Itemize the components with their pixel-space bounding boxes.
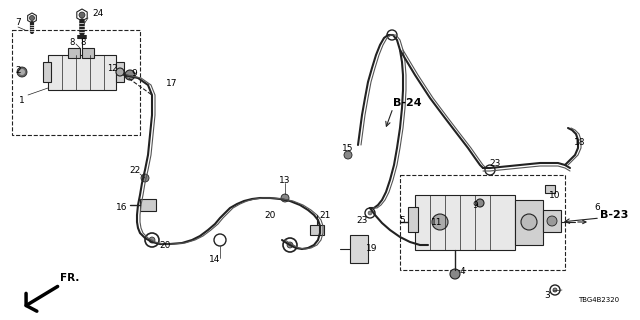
Bar — [543, 210, 561, 232]
Text: 12: 12 — [107, 63, 117, 73]
Text: 1: 1 — [19, 95, 25, 105]
Circle shape — [344, 151, 352, 159]
Text: 9: 9 — [131, 68, 137, 77]
Text: 23: 23 — [356, 215, 368, 225]
Circle shape — [547, 216, 557, 226]
Bar — [43, 62, 51, 82]
Bar — [545, 185, 555, 193]
Text: TBG4B2320: TBG4B2320 — [578, 297, 619, 303]
Text: B-23: B-23 — [600, 210, 628, 220]
Text: 8: 8 — [69, 37, 75, 46]
Bar — [415, 195, 515, 250]
Text: 20: 20 — [264, 211, 276, 220]
Text: 10: 10 — [549, 190, 561, 199]
Text: B-24: B-24 — [393, 98, 422, 108]
Circle shape — [125, 70, 135, 80]
Circle shape — [287, 242, 293, 248]
Bar — [68, 48, 80, 58]
Circle shape — [281, 194, 289, 202]
Circle shape — [368, 211, 372, 215]
Text: 6: 6 — [594, 203, 600, 212]
Text: 23: 23 — [490, 158, 500, 167]
Text: FR.: FR. — [60, 273, 79, 283]
Text: 15: 15 — [342, 143, 354, 153]
Text: 11: 11 — [431, 218, 443, 227]
Circle shape — [17, 67, 27, 77]
Bar — [12, 30, 140, 135]
Text: 4: 4 — [459, 268, 465, 276]
Circle shape — [432, 214, 448, 230]
Bar — [350, 235, 368, 263]
Circle shape — [19, 69, 25, 75]
Circle shape — [450, 269, 460, 279]
Text: 24: 24 — [92, 9, 104, 18]
Text: 21: 21 — [319, 211, 331, 220]
Text: 20: 20 — [159, 241, 171, 250]
Circle shape — [29, 15, 35, 20]
Text: 8: 8 — [80, 37, 86, 46]
Text: 17: 17 — [166, 78, 178, 87]
Bar — [116, 62, 124, 82]
Circle shape — [79, 12, 85, 18]
Text: 18: 18 — [574, 138, 586, 147]
Circle shape — [116, 68, 124, 76]
Circle shape — [149, 237, 155, 243]
Circle shape — [476, 199, 484, 207]
Text: 5: 5 — [399, 215, 405, 225]
Text: 19: 19 — [366, 244, 378, 252]
Text: 7: 7 — [15, 18, 21, 27]
Text: 22: 22 — [129, 165, 141, 174]
Bar — [400, 175, 565, 270]
Circle shape — [141, 174, 149, 182]
Bar — [408, 207, 418, 232]
Bar — [515, 200, 543, 245]
Text: 13: 13 — [279, 175, 291, 185]
Bar — [82, 48, 94, 58]
Bar — [48, 55, 116, 90]
Text: 14: 14 — [209, 255, 221, 265]
Text: 16: 16 — [116, 203, 128, 212]
Circle shape — [521, 214, 537, 230]
Bar — [140, 199, 156, 211]
Text: 9: 9 — [472, 201, 478, 210]
Text: 3: 3 — [544, 291, 550, 300]
Text: 2: 2 — [15, 66, 21, 75]
Bar — [310, 225, 324, 235]
Circle shape — [553, 288, 557, 292]
